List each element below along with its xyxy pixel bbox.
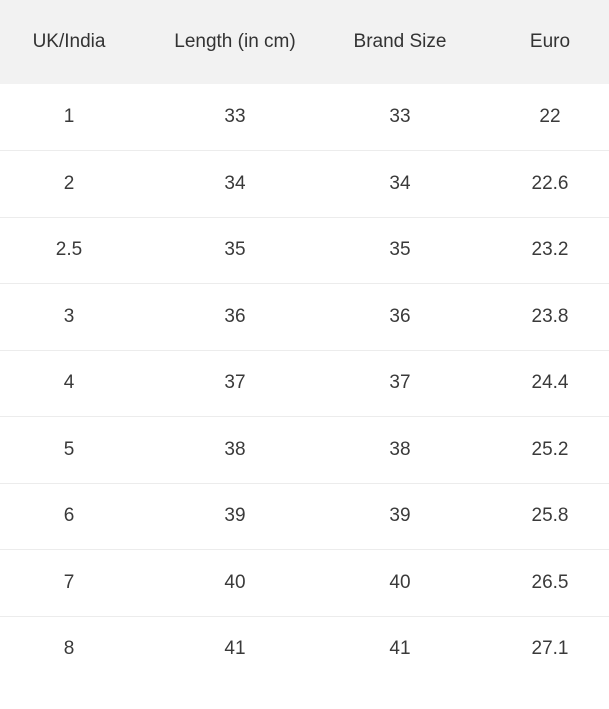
table-cell: 41 [224, 638, 246, 659]
table-cell: 2.5 [55, 239, 83, 260]
table-cell: 36 [389, 305, 411, 327]
table-row: 7 40 40 26.5 [0, 550, 609, 617]
table-cell: 25.2 [531, 438, 569, 460]
table-cell: 8 [63, 638, 75, 659]
table-cell: 40 [224, 571, 246, 593]
table-cell: 27.1 [531, 638, 569, 659]
table-row: 2 34 34 22.6 [0, 151, 609, 218]
table-cell: 22 [539, 106, 561, 127]
table-cell: 37 [389, 372, 411, 393]
table-cell: 34 [224, 172, 246, 194]
header-cell: Euro [529, 31, 571, 52]
table-cell: 40 [389, 571, 411, 593]
table-cell: 35 [389, 239, 411, 260]
table-cell: 26.5 [531, 571, 569, 593]
table-cell: 38 [224, 438, 246, 460]
table-cell: 4 [63, 372, 75, 393]
table-cell: 22.6 [531, 172, 569, 194]
table-cell: 38 [389, 438, 411, 460]
table-row: 4 37 37 24.4 [0, 350, 609, 417]
table-cell: 7 [63, 571, 75, 593]
table-cell: 23.2 [531, 239, 569, 260]
header-row: UK/India Length (in cm) Brand Size Euro [0, 0, 609, 84]
table-cell: 1 [63, 106, 75, 127]
table-cell: 36 [224, 305, 246, 327]
table-cell: 39 [389, 505, 411, 526]
table-row: 6 39 39 25.8 [0, 483, 609, 550]
table-cell: 23.8 [531, 305, 569, 327]
table-cell: 2 [63, 172, 75, 194]
table-row: 2.5 35 35 23.2 [0, 217, 609, 284]
table-row: 8 41 41 27.1 [0, 616, 609, 682]
table-cell: 5 [63, 438, 75, 460]
table-row: 1 33 33 22 [0, 84, 609, 151]
table-cell: 35 [224, 239, 246, 260]
table-row: 3 36 36 23.8 [0, 284, 609, 351]
table-cell: 37 [224, 372, 246, 393]
table-row: 5 38 38 25.2 [0, 417, 609, 484]
table-cell: 34 [389, 172, 411, 194]
table-cell: 39 [224, 505, 246, 526]
header-cell: Brand Size [353, 31, 447, 52]
table-cell: 33 [389, 106, 411, 127]
table-cell: 6 [63, 505, 75, 526]
header-cell: Length (in cm) [174, 31, 296, 52]
header-cell: UK/India [32, 31, 106, 52]
table-cell: 41 [389, 638, 411, 659]
table-cell: 25.8 [531, 505, 569, 526]
table-cell: 24.4 [531, 372, 569, 393]
table-cell: 3 [63, 305, 75, 327]
table-cell: 33 [224, 106, 246, 127]
